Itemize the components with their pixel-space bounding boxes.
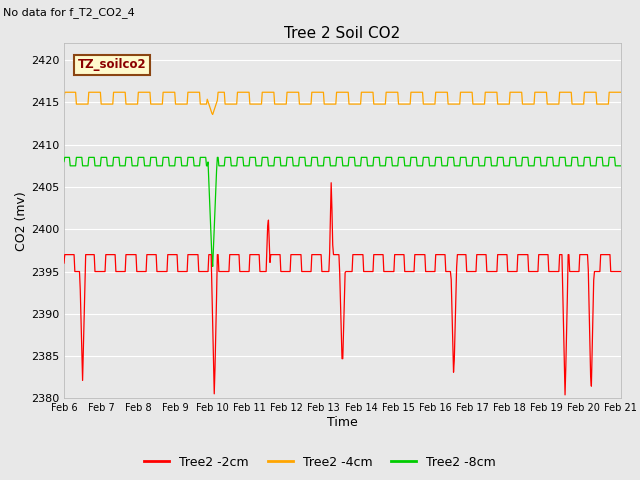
Y-axis label: CO2 (mv): CO2 (mv) — [15, 191, 28, 251]
Text: TZ_soilco2: TZ_soilco2 — [78, 58, 147, 71]
Title: Tree 2 Soil CO2: Tree 2 Soil CO2 — [284, 25, 401, 41]
X-axis label: Time: Time — [327, 416, 358, 429]
Legend: Tree2 -2cm, Tree2 -4cm, Tree2 -8cm: Tree2 -2cm, Tree2 -4cm, Tree2 -8cm — [140, 451, 500, 474]
Text: No data for f_T2_CO2_4: No data for f_T2_CO2_4 — [3, 7, 135, 18]
